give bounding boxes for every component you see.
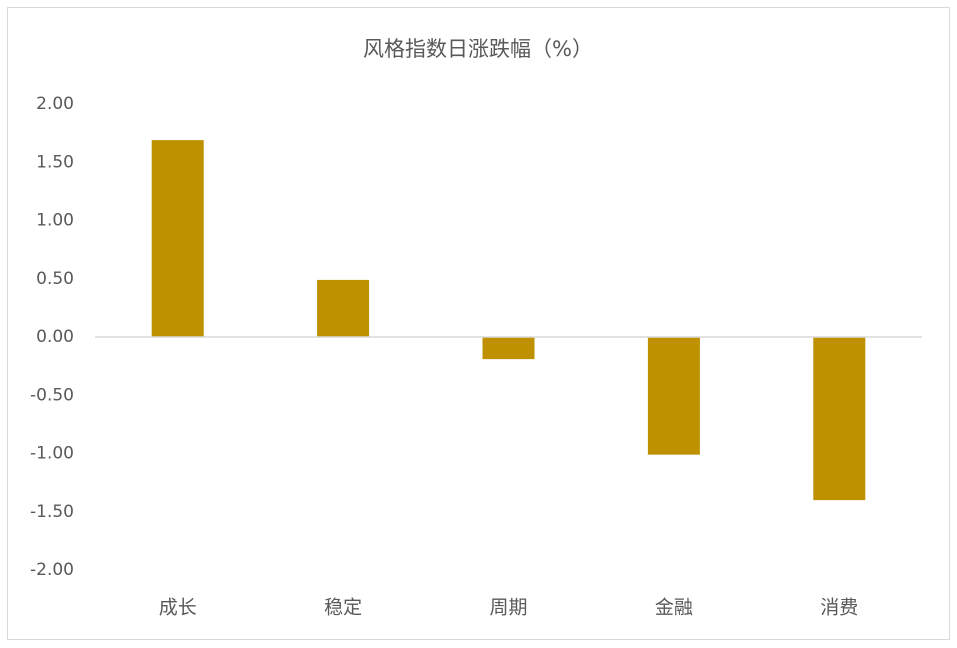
x-tick-label: 成长 — [159, 597, 197, 619]
y-tick-label: 2.00 — [36, 94, 74, 114]
y-tick-label: 1.00 — [36, 211, 74, 231]
bar — [647, 337, 700, 455]
x-tick-label: 稳定 — [324, 597, 362, 619]
bar — [482, 337, 535, 360]
y-tick-label: 0.50 — [36, 269, 74, 289]
chart-border — [7, 7, 950, 640]
x-tick-label: 周期 — [489, 597, 527, 619]
x-tick-label: 消费 — [820, 597, 858, 619]
chart-title: 风格指数日涨跌幅（%） — [363, 37, 593, 61]
y-tick-label: 0.00 — [36, 327, 74, 347]
y-tick-label: -1.50 — [30, 502, 74, 522]
bar — [317, 279, 370, 337]
y-tick-label: -2.00 — [30, 560, 74, 580]
y-tick-label: 1.50 — [36, 152, 74, 172]
bar — [151, 140, 204, 337]
y-tick-label: -0.50 — [30, 385, 74, 405]
bar — [813, 337, 866, 501]
x-tick-label: 金融 — [655, 597, 693, 619]
y-tick-label: -1.00 — [30, 444, 74, 464]
